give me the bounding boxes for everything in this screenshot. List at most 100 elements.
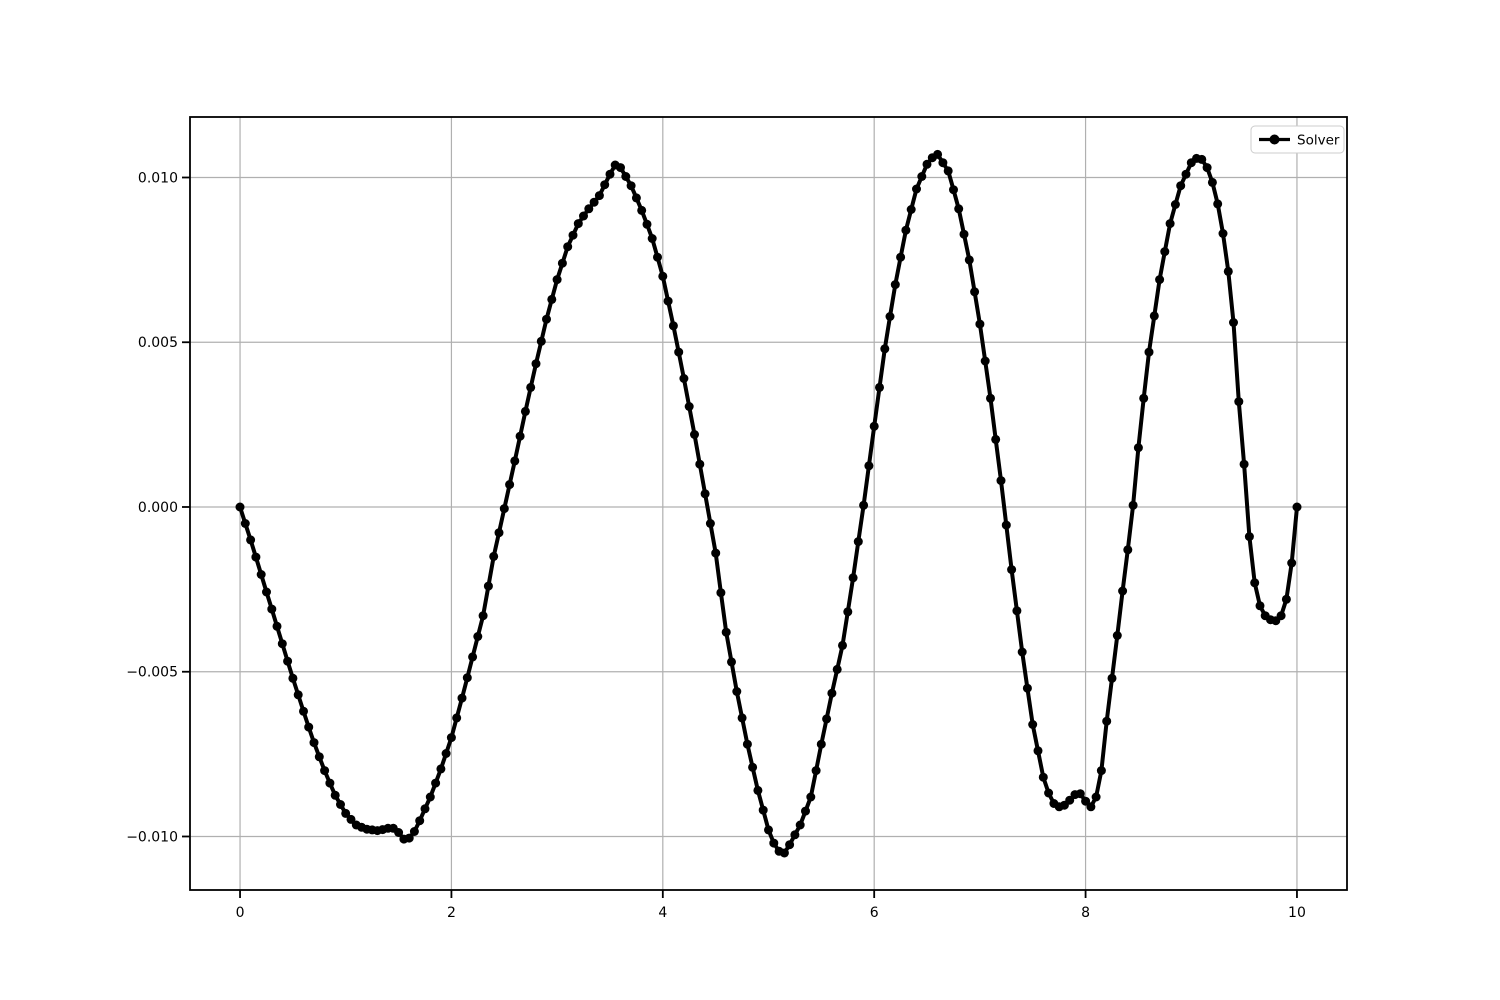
data-point-marker [415, 816, 425, 826]
axes-spines [189, 116, 1348, 891]
legend-label: Solver [1297, 133, 1340, 149]
data-point-marker [309, 738, 319, 748]
data-point-marker [536, 336, 546, 346]
data-point-marker [816, 739, 826, 749]
data-point-marker [473, 632, 483, 641]
data-point-marker [489, 551, 499, 561]
data-point-marker [526, 382, 536, 392]
data-point-marker [906, 205, 916, 214]
data-point-marker [336, 800, 345, 809]
data-point-marker [240, 519, 250, 528]
data-point-marker [584, 204, 594, 214]
y-tick-label: −0.010 [126, 829, 178, 845]
data-point-marker [980, 356, 990, 366]
data-point-marker [1276, 611, 1286, 621]
plot-area: 0 2 4 6 8 10 −0.010 −0.005 0.000 0.005 0.010 [126, 116, 1348, 921]
data-point-marker [277, 639, 287, 649]
data-point-marker [996, 476, 1006, 486]
data-point-marker [1181, 169, 1191, 179]
data-point-marker [1118, 586, 1128, 596]
data-point-marker [542, 314, 551, 324]
data-point-marker [938, 158, 948, 168]
data-point-marker [832, 664, 842, 674]
data-point-marker [838, 640, 847, 650]
solver-markers [235, 149, 1302, 858]
data-point-marker [737, 713, 747, 723]
data-point-marker [394, 828, 404, 837]
y-tick-label: −0.005 [126, 665, 178, 681]
data-point-marker [568, 230, 578, 240]
data-point-marker [1091, 792, 1101, 802]
data-point-marker [483, 581, 493, 591]
data-point-marker [409, 827, 419, 836]
data-point-marker [452, 713, 462, 723]
data-point-marker [1292, 502, 1302, 512]
data-point-marker [684, 402, 694, 411]
data-point-marker [700, 489, 710, 499]
x-tick-label: 4 [658, 905, 667, 921]
data-point-marker [721, 627, 731, 637]
data-point-marker [954, 204, 964, 214]
data-point-marker [505, 480, 515, 490]
data-point-marker [1028, 720, 1038, 729]
data-point-marker [288, 673, 298, 683]
data-point-marker [1123, 545, 1133, 555]
data-point-marker [853, 537, 863, 547]
data-point-marker [970, 287, 980, 297]
data-point-marker [753, 785, 763, 795]
data-point-marker [679, 374, 689, 383]
data-point-marker [341, 808, 351, 818]
data-point-marker [1239, 459, 1249, 469]
data-point-marker [848, 573, 858, 583]
data-point-marker [1281, 594, 1291, 604]
data-point-marker [1176, 181, 1186, 191]
x-tick-label: 8 [1081, 905, 1090, 921]
data-point-marker [959, 229, 969, 239]
data-point-marker [1038, 772, 1048, 782]
data-point-marker [499, 504, 509, 514]
data-point-marker [716, 588, 726, 598]
data-point-marker [594, 191, 604, 201]
data-point-marker [1001, 520, 1011, 530]
data-point-marker [758, 805, 768, 815]
data-point-marker [1044, 788, 1054, 798]
data-point-marker [1075, 789, 1085, 799]
data-point-marker [637, 205, 647, 215]
data-point-marker [552, 275, 562, 285]
data-point-marker [912, 184, 921, 194]
x-tick-label: 2 [447, 905, 456, 921]
data-point-marker [1102, 716, 1112, 726]
data-point-marker [579, 211, 588, 221]
data-point-marker [991, 434, 1001, 444]
data-point-marker [1022, 683, 1032, 693]
data-point-marker [1144, 347, 1154, 357]
x-tick-label: 10 [1288, 905, 1306, 921]
data-point-marker [1250, 578, 1260, 588]
legend-marker-icon [1269, 134, 1280, 145]
data-point-marker [869, 421, 879, 431]
data-point-marker [235, 502, 245, 512]
data-point-marker [658, 271, 668, 281]
data-point-marker [330, 790, 340, 800]
data-point-marker [695, 459, 705, 469]
data-point-marker [531, 359, 541, 369]
solver-line [238, 152, 1299, 855]
y-tick-label: 0.005 [138, 335, 178, 351]
data-point-marker [1149, 311, 1159, 321]
data-point-marker [478, 611, 488, 621]
data-point-marker [806, 792, 816, 802]
data-point-marker [616, 163, 625, 173]
data-point-marker [462, 673, 472, 683]
data-point-marker [1133, 443, 1143, 453]
data-point-marker [1197, 154, 1207, 164]
data-point-marker [811, 766, 821, 776]
data-point-marker [727, 657, 736, 667]
data-point-marker [1007, 565, 1017, 575]
data-point-marker [251, 552, 261, 562]
data-point-marker [1218, 229, 1228, 238]
y-tick-label: 0.000 [138, 500, 178, 516]
data-point-marker [785, 840, 795, 850]
data-point-marker [304, 722, 314, 732]
data-point-marker [1229, 318, 1238, 327]
